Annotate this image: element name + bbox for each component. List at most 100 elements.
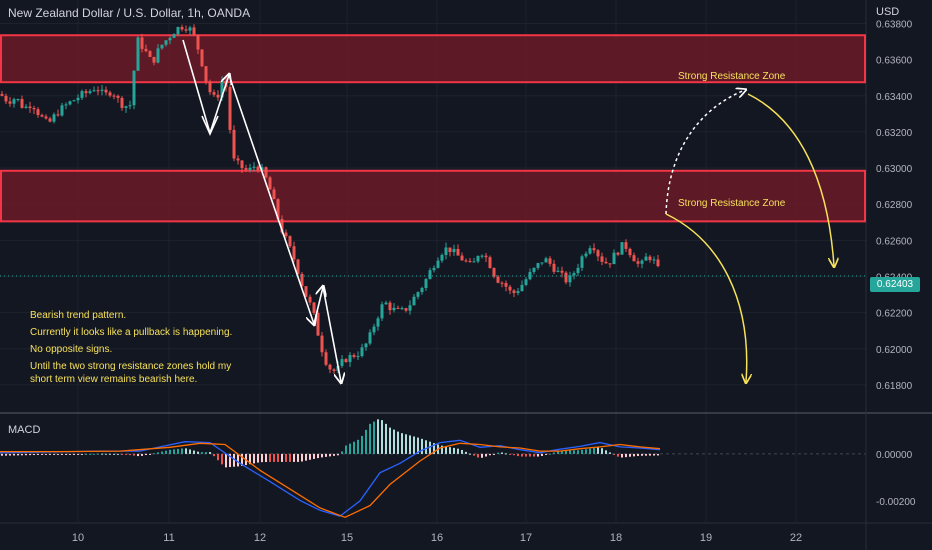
macd-bar	[505, 453, 507, 455]
candle-body	[328, 364, 332, 370]
macd-bar	[237, 453, 239, 467]
macd-bar	[509, 453, 511, 455]
candle-body	[40, 115, 44, 117]
candle-body	[288, 236, 292, 247]
macd-bar	[205, 452, 207, 454]
note-line: Bearish trend pattern.	[30, 310, 127, 321]
macd-bar	[25, 453, 27, 456]
candle-body	[16, 99, 20, 101]
candle-body	[132, 70, 136, 106]
macd-bar	[209, 452, 211, 454]
curved-arrow-down	[665, 213, 747, 382]
macd-bar	[37, 453, 39, 455]
macd-bar	[241, 453, 243, 466]
price-candles	[0, 24, 866, 375]
candle-body	[524, 279, 528, 285]
curved-arrow-down	[747, 93, 834, 266]
candle-body	[432, 267, 436, 271]
macd-bar	[485, 453, 487, 457]
candle-body	[516, 291, 520, 294]
macd-bar	[501, 452, 503, 454]
macd-bar	[397, 431, 399, 454]
zigzag-arrow-line	[322, 286, 341, 382]
candle-body	[244, 168, 248, 170]
time-tick-label: 22	[790, 532, 802, 544]
macd-indicator-label[interactable]: MACD	[8, 424, 41, 436]
candle-body	[636, 261, 640, 264]
candle-body	[376, 318, 380, 327]
macd-bar	[45, 453, 47, 455]
macd-bar	[221, 453, 223, 465]
candle-body	[604, 261, 608, 264]
candle-body	[324, 352, 328, 365]
candle-body	[84, 91, 88, 94]
macd-bar	[121, 453, 123, 455]
macd-bar	[521, 453, 523, 457]
candle-body	[332, 369, 336, 371]
candle-body	[392, 307, 396, 311]
macd-bar	[577, 450, 579, 454]
candle-body	[212, 92, 216, 95]
zone-label-upper: Strong Resistance Zone	[678, 71, 786, 82]
macd-bar	[629, 453, 631, 457]
signal-line	[0, 442, 661, 519]
macd-bar	[213, 453, 215, 457]
price-tick-label: 0.62200	[876, 309, 913, 320]
macd-bar	[77, 453, 79, 455]
time-tick-label: 19	[700, 532, 712, 544]
candle-body	[136, 37, 140, 71]
candle-body	[12, 99, 16, 104]
candle-body	[396, 307, 400, 309]
macd-bar	[33, 453, 35, 456]
macd-bar	[177, 448, 179, 454]
candle-body	[444, 247, 448, 255]
macd-bar	[1, 453, 3, 456]
macd-bar	[617, 453, 619, 457]
time-tick-label: 12	[254, 532, 266, 544]
macd-bar	[333, 453, 335, 456]
candle-body	[36, 109, 40, 116]
candle-body	[260, 167, 264, 171]
macd-tick-label: 0.00000	[876, 450, 913, 461]
macd-bar	[97, 453, 99, 455]
symbol-title[interactable]: New Zealand Dollar / U.S. Dollar, 1h, OA…	[8, 6, 251, 20]
candle-body	[528, 271, 532, 280]
time-tick-label: 17	[520, 532, 532, 544]
macd-bar	[417, 437, 419, 454]
macd-bar	[513, 453, 515, 456]
macd-bar	[493, 453, 495, 455]
macd-bar	[249, 453, 251, 465]
candle-body	[400, 308, 404, 310]
macd-bar	[93, 453, 95, 455]
macd-bar	[141, 453, 143, 456]
macd-bar	[305, 453, 307, 461]
macd-bar	[373, 421, 375, 454]
macd-bar	[445, 446, 447, 454]
price-tick-label: 0.61800	[876, 381, 913, 392]
candle-body	[500, 282, 504, 284]
macd-bar	[9, 453, 11, 456]
candle-body	[312, 302, 316, 313]
zigzag-arrow-line	[209, 75, 229, 134]
macd-bar	[281, 453, 283, 462]
candle-body	[308, 296, 312, 303]
macd-bar	[201, 452, 203, 454]
zigzag-arrow-line	[182, 39, 211, 134]
candle-body	[612, 252, 616, 265]
candle-body	[232, 129, 236, 159]
candle-body	[92, 90, 96, 92]
macd-bar	[557, 451, 559, 454]
macd-bar	[21, 453, 23, 456]
candle-body	[304, 286, 308, 297]
candle-body	[4, 95, 8, 102]
macd-bar	[425, 440, 427, 454]
candle-body	[480, 255, 484, 257]
macd-bar	[69, 453, 71, 455]
annotation-drawings	[182, 39, 834, 382]
macd-bar	[457, 448, 459, 454]
macd-bar	[453, 447, 455, 454]
candle-body	[80, 91, 84, 98]
candle-body	[108, 92, 112, 96]
macd-bar	[185, 448, 187, 454]
